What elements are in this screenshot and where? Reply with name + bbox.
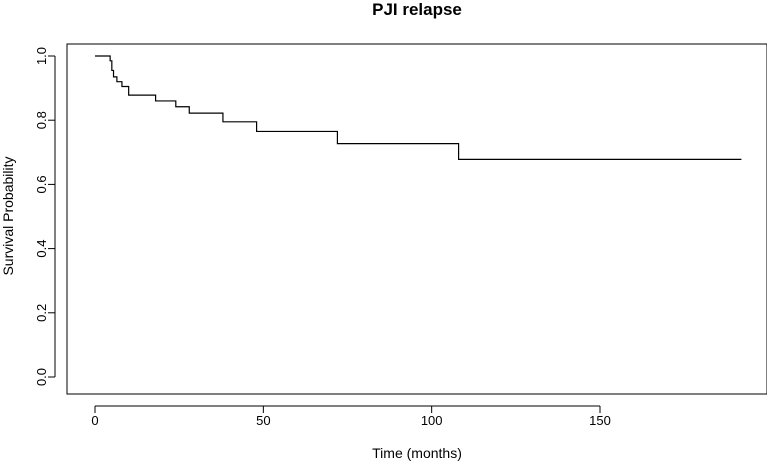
- y-tick-label: 1.0: [34, 47, 49, 65]
- x-tick-label: 50: [256, 413, 270, 428]
- x-tick-label: 0: [91, 413, 98, 428]
- y-tick-label: 0.0: [34, 368, 49, 386]
- chart-title: PJI relapse: [372, 0, 462, 19]
- y-axis-title: Survival Probability: [0, 156, 16, 275]
- plot-frame: [66, 43, 767, 395]
- x-tick-label: 150: [589, 413, 611, 428]
- y-tick-label: 0.2: [34, 304, 49, 322]
- x-axis: 0 50 100 150: [91, 405, 611, 428]
- x-axis-title: Time (months): [372, 445, 462, 461]
- y-tick-label: 0.6: [34, 175, 49, 193]
- y-axis: 0.0 0.2 0.4 0.6 0.8 1.0: [34, 47, 56, 386]
- y-tick-label: 0.8: [34, 111, 49, 129]
- survival-curve: [95, 55, 742, 160]
- y-tick-label: 0.4: [34, 240, 49, 258]
- x-tick-label: 100: [421, 413, 443, 428]
